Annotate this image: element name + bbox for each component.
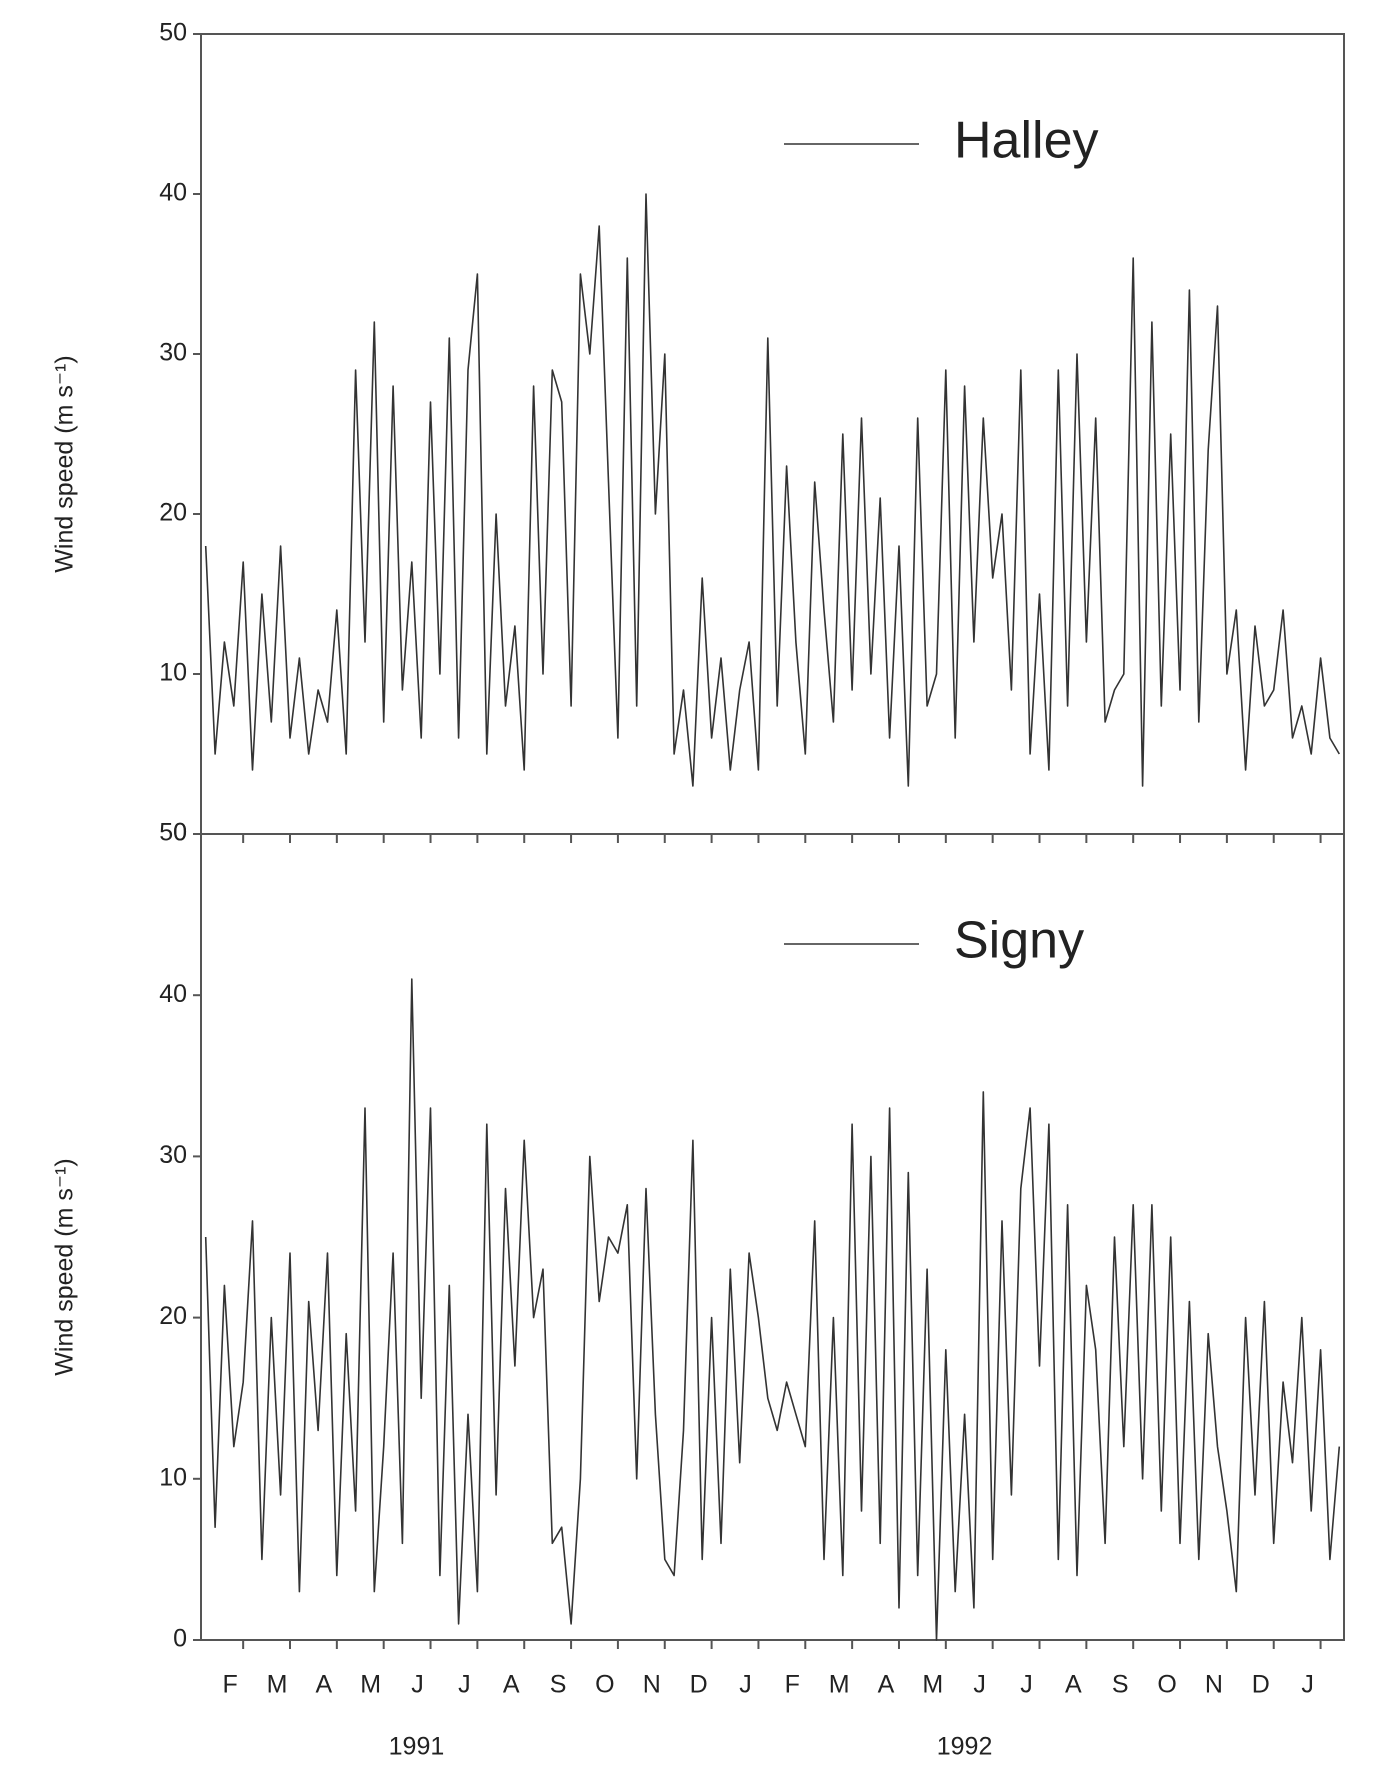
x-tick-label: A (878, 1671, 895, 1699)
year-label: 1992 (937, 1733, 993, 1761)
x-tick-label: O (595, 1671, 614, 1699)
x-tick-label: J (973, 1671, 986, 1699)
plot-frame (200, 833, 1345, 1641)
y-tick-label: 30 (159, 339, 187, 367)
x-tick-label: D (1252, 1671, 1270, 1699)
x-tick-label: M (829, 1671, 850, 1699)
y-tick-label: 40 (159, 179, 187, 207)
x-tick-label: D (690, 1671, 708, 1699)
x-tick-label: S (550, 1671, 567, 1699)
x-tick-label: J (458, 1671, 471, 1699)
plot-frame (200, 33, 1345, 835)
x-tick-label: O (1157, 1671, 1176, 1699)
y-tick-label: 50 (159, 819, 187, 847)
y-tick-label: 40 (159, 980, 187, 1008)
x-tick-label: J (411, 1671, 424, 1699)
x-tick-label: M (360, 1671, 381, 1699)
x-tick-label: N (643, 1671, 661, 1699)
x-tick-label: M (922, 1671, 943, 1699)
x-tick-label: S (1112, 1671, 1129, 1699)
x-tick-label: N (1205, 1671, 1223, 1699)
x-tick-label: A (1065, 1671, 1082, 1699)
legend-label: Halley (954, 112, 1099, 170)
data-line (204, 193, 1340, 787)
y-axis-label: Wind speed (m s⁻¹) (51, 355, 79, 572)
y-tick-label: 20 (159, 499, 187, 527)
x-tick-label: J (739, 1671, 752, 1699)
x-tick-label: F (223, 1671, 238, 1699)
x-tick-label: A (503, 1671, 520, 1699)
x-tick-label: A (316, 1671, 333, 1699)
y-tick-label: 0 (173, 1625, 187, 1653)
legend-label: Signy (954, 912, 1084, 970)
y-tick-label: 10 (159, 1463, 187, 1491)
x-tick-label: F (785, 1671, 800, 1699)
year-label: 1991 (389, 1733, 445, 1761)
data-line (204, 978, 1341, 1641)
y-axis-label: Wind speed (m s⁻¹) (51, 1158, 79, 1375)
x-tick-label: J (1020, 1671, 1033, 1699)
y-tick-label: 50 (159, 19, 187, 47)
y-tick-label: 0 (173, 819, 187, 847)
x-tick-label: J (1301, 1671, 1314, 1699)
x-tick-label: M (267, 1671, 288, 1699)
y-tick-label: 20 (159, 1302, 187, 1330)
y-tick-label: 10 (159, 659, 187, 687)
y-tick-label: 30 (159, 1141, 187, 1169)
